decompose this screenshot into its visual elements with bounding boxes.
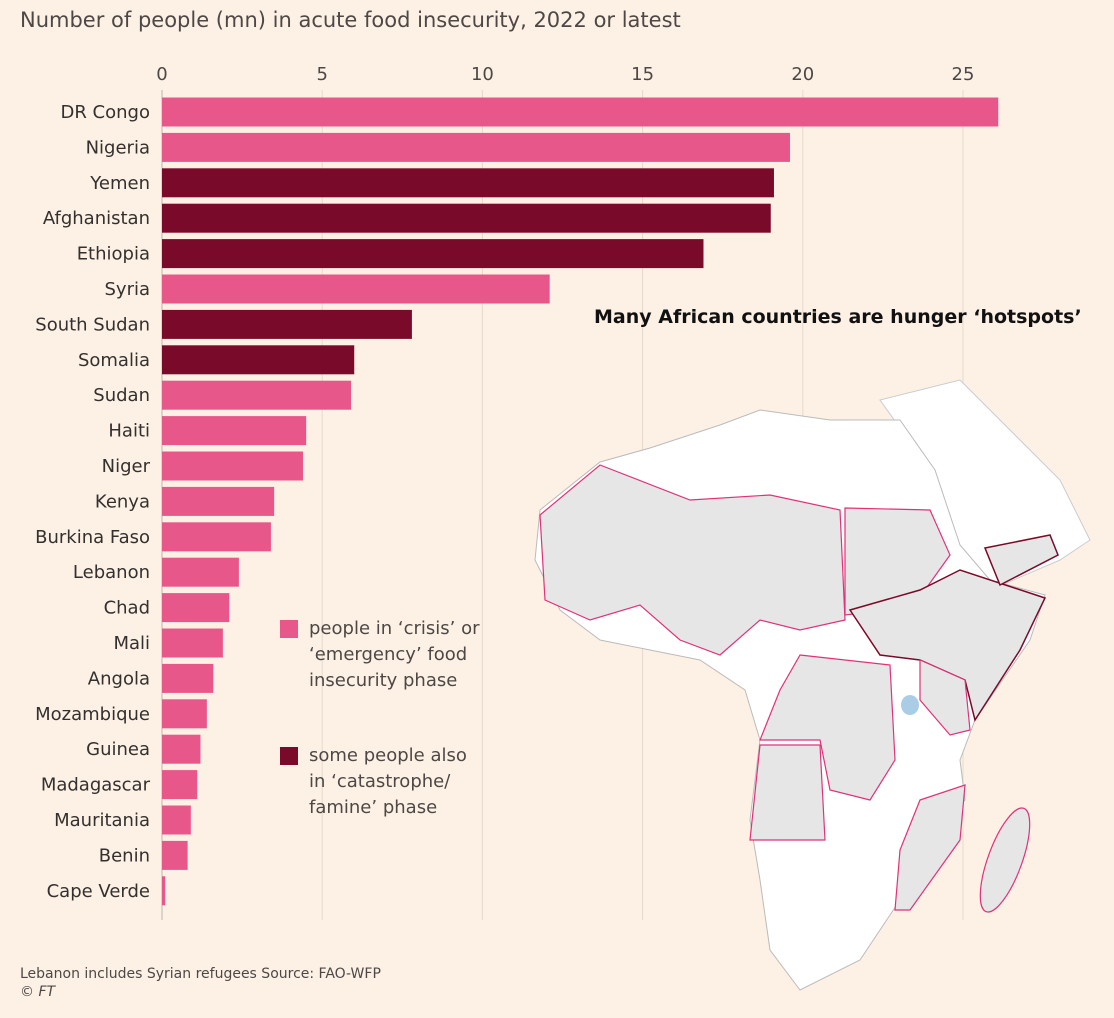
map-hotspot-kenya	[919, 659, 971, 736]
bar	[162, 416, 307, 446]
category-label: Niger	[102, 456, 151, 477]
category-label: Chad	[104, 598, 150, 619]
legend-label-famine: some people also in ‘catastrophe/ famine…	[309, 745, 467, 818]
category-label: Kenya	[95, 491, 150, 512]
bar	[162, 239, 704, 269]
map-hotspot-drc	[759, 654, 896, 801]
map-hotspot-madagascar	[979, 807, 1031, 913]
category-label: Yemen	[89, 173, 150, 194]
x-tick-label: 25	[952, 64, 975, 85]
x-tick-label: 20	[791, 64, 814, 85]
copyright: © FT	[20, 984, 56, 1000]
x-tick-label: 5	[316, 64, 327, 85]
category-label: Angola	[88, 668, 150, 689]
bar	[162, 663, 214, 693]
footnote-block: Lebanon includes Syrian refugees Source:…	[20, 965, 381, 1001]
legend-item-famine: some people also in ‘catastrophe/ famine…	[280, 743, 480, 821]
bar	[162, 805, 191, 835]
category-label: Afghanistan	[43, 208, 150, 229]
legend-label-crisis: people in ‘crisis’ or ‘emergency’ food i…	[309, 618, 480, 691]
category-label: Syria	[104, 279, 150, 300]
bar	[162, 97, 999, 127]
map-hotspot-mozambique	[894, 784, 966, 911]
category-label: South Sudan	[35, 314, 150, 335]
bar	[162, 593, 230, 623]
category-label: Haiti	[108, 421, 150, 442]
category-label: Ethiopia	[77, 244, 150, 265]
category-label: Somalia	[78, 350, 150, 371]
bar	[162, 628, 223, 658]
chart-title: Number of people (mn) in acute food inse…	[20, 8, 681, 32]
bar	[162, 734, 201, 764]
bar	[162, 557, 239, 587]
bar	[162, 840, 188, 870]
bar	[162, 522, 271, 552]
bar	[162, 345, 355, 375]
map-hotspot-angola	[749, 744, 826, 841]
category-label: DR Congo	[60, 102, 150, 123]
category-label: Mali	[113, 633, 150, 654]
x-tick-label: 15	[631, 64, 654, 85]
category-label: Nigeria	[86, 137, 150, 158]
category-label: Sudan	[93, 385, 150, 406]
bar	[162, 699, 207, 729]
bar	[162, 451, 303, 481]
category-label: Burkina Faso	[35, 527, 150, 548]
map-lake-victoria	[901, 695, 919, 715]
bar	[162, 770, 198, 800]
bar	[162, 132, 790, 162]
legend-item-crisis: people in ‘crisis’ or ‘emergency’ food i…	[280, 616, 480, 694]
map-hotspot-sahel	[539, 464, 846, 656]
category-label: Madagascar	[41, 775, 151, 796]
bar	[162, 486, 275, 516]
map-famine-eastafrica	[848, 569, 1047, 722]
category-label: Cape Verde	[47, 881, 150, 902]
bar	[162, 203, 771, 233]
x-tick-label: 0	[156, 64, 167, 85]
bar	[162, 380, 352, 410]
category-label: Guinea	[86, 739, 150, 760]
bar	[162, 876, 166, 906]
category-label: Benin	[99, 845, 150, 866]
map-title: Many African countries are hunger ‘hotsp…	[594, 306, 1082, 328]
africa-map	[534, 379, 1091, 991]
bar	[162, 309, 412, 339]
category-label: Mozambique	[35, 704, 150, 725]
legend-swatch-crisis	[280, 620, 298, 638]
legend-swatch-famine	[280, 747, 298, 765]
category-label: Lebanon	[73, 562, 150, 583]
footnote-source: Lebanon includes Syrian refugees Source:…	[20, 966, 381, 982]
category-label: Mauritania	[54, 810, 150, 831]
bar	[162, 274, 550, 304]
x-tick-label: 10	[471, 64, 494, 85]
bar	[162, 168, 774, 198]
map-famine-yemen	[983, 534, 1059, 587]
